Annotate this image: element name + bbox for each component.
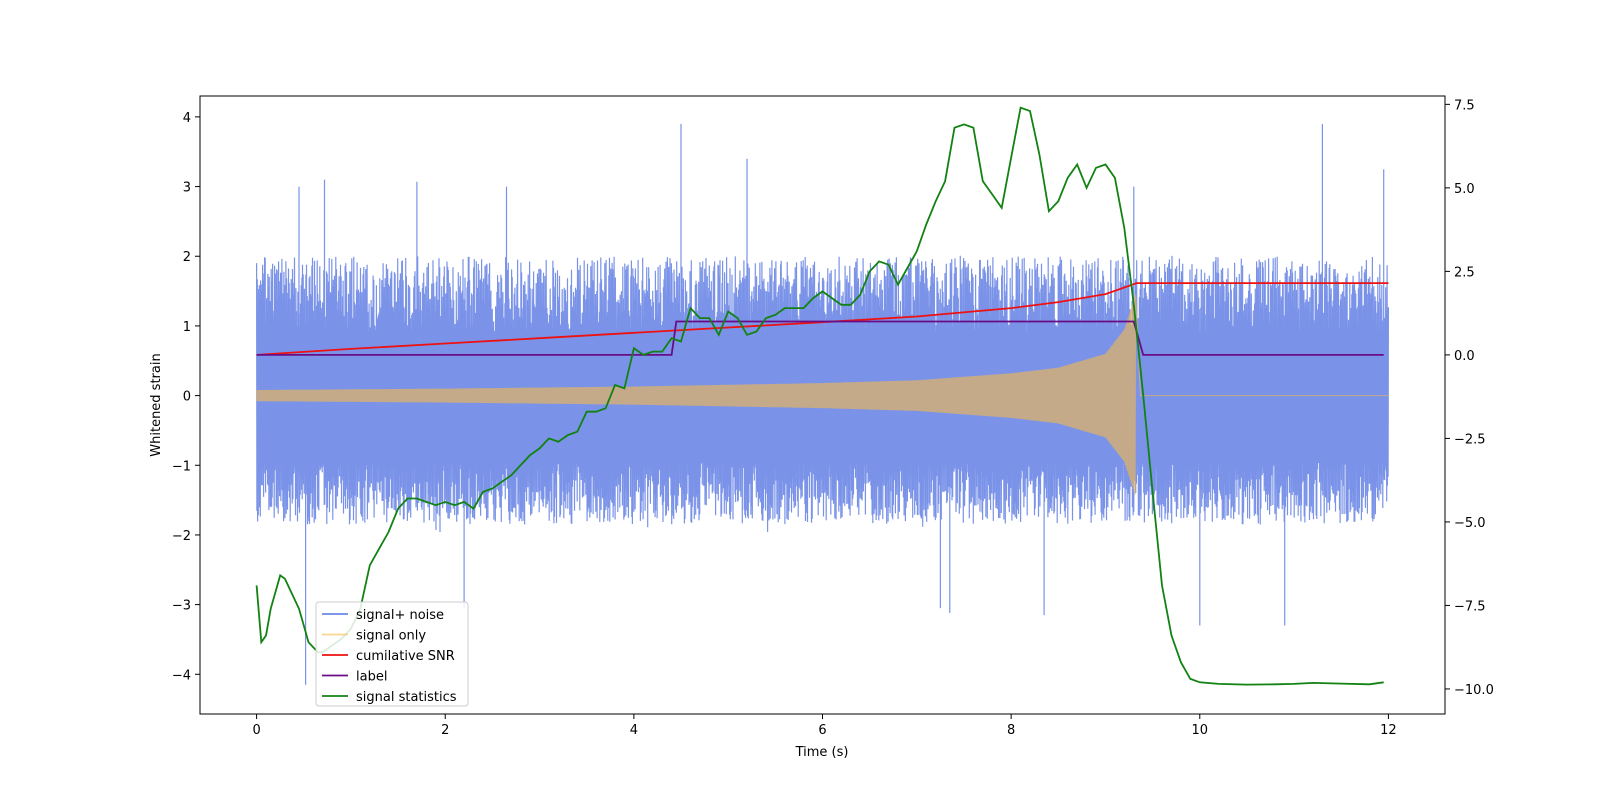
signal-only-line <box>256 294 1389 496</box>
label-line <box>256 320 1384 356</box>
legend-label: signal statistics <box>356 690 457 705</box>
y-tick-label: 2 <box>183 250 191 265</box>
y-tick-label: −1 <box>172 459 191 474</box>
y-axis-right: −10.0 −7.5 −5.0 −2.5 0.0 2.5 5.0 7.5 <box>1445 98 1494 698</box>
y-tick-label: 0 <box>183 390 191 405</box>
legend-box <box>315 601 469 707</box>
signal-statistics-line <box>255 106 1384 686</box>
x-tick-label: 10 <box>1191 723 1208 738</box>
y-tick-label: 4 <box>183 111 191 126</box>
x-tick-label: 0 <box>252 723 260 738</box>
x-tick-label: 6 <box>818 723 826 738</box>
x-tick-label: 4 <box>630 723 638 738</box>
legend-label: label <box>356 670 387 685</box>
y2-tick-label: 2.5 <box>1454 265 1475 280</box>
x-tick-label: 8 <box>1007 723 1015 738</box>
y2-tick-label: −5.0 <box>1454 516 1486 531</box>
y2-tick-label: 7.5 <box>1454 98 1475 113</box>
y-tick-label: −3 <box>172 599 191 614</box>
x-tick-label: 2 <box>441 723 449 738</box>
y2-tick-label: −2.5 <box>1454 432 1486 447</box>
signal-noise-line <box>256 123 1389 685</box>
x-tick-label: 12 <box>1380 723 1397 738</box>
legend: signal+ noise signal only cumilative SNR la… <box>315 601 469 707</box>
y2-tick-label: −10.0 <box>1454 683 1494 698</box>
y-tick-label: 1 <box>183 320 191 335</box>
y2-tick-label: 5.0 <box>1454 182 1475 197</box>
y2-tick-label: −7.5 <box>1454 599 1486 614</box>
y-tick-label: 3 <box>183 181 191 196</box>
legend-label: cumilative SNR <box>356 649 455 664</box>
x-axis: 0 2 4 6 8 10 12 <box>252 714 1397 738</box>
legend-label: signal+ noise <box>356 608 444 623</box>
x-axis-label: Time (s) <box>795 745 849 760</box>
y2-tick-label: 0.0 <box>1454 349 1475 364</box>
series-layer <box>255 106 1389 686</box>
y-tick-label: −4 <box>172 668 191 683</box>
y-tick-label: −2 <box>172 529 191 544</box>
legend-label: signal only <box>356 629 426 644</box>
y-axis-label: Whitened strain <box>149 353 164 456</box>
y-axis-left: −4 −3 −2 −1 0 1 2 3 4 <box>172 111 200 683</box>
